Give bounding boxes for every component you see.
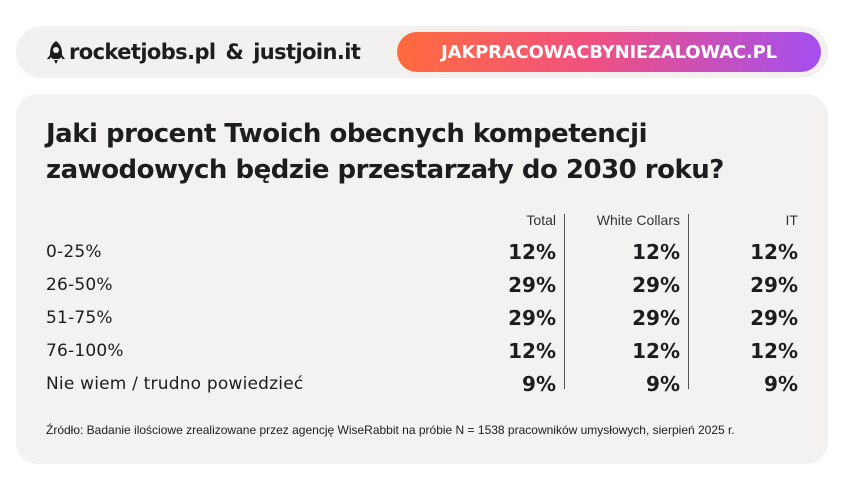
cell-value: 9% xyxy=(646,372,680,396)
cell-value: 29% xyxy=(508,306,556,330)
cell-value: 9% xyxy=(522,372,556,396)
cell-value: 29% xyxy=(750,273,798,297)
brand-justjoin: justjoin.it xyxy=(253,40,361,64)
brand-logos[interactable]: rocketjobs.pl & justjoin.it xyxy=(46,38,361,66)
column-header-it: IT xyxy=(785,212,798,228)
cell-value: 29% xyxy=(632,306,680,330)
row-label: 26-50% xyxy=(46,275,113,295)
cell-value: 12% xyxy=(508,240,556,264)
column-divider xyxy=(564,214,565,389)
column-divider xyxy=(688,214,689,389)
cell-value: 12% xyxy=(632,240,680,264)
cell-value: 12% xyxy=(750,339,798,363)
row-label: 51-75% xyxy=(46,308,113,328)
chart-title: Jaki procent Twoich obecnych kompetencji… xyxy=(46,119,724,185)
row-label: 76-100% xyxy=(46,341,124,361)
brand-ampersand: & xyxy=(225,40,244,64)
cell-value: 12% xyxy=(750,240,798,264)
brand-rocketjobs: rocketjobs.pl xyxy=(69,40,216,64)
rocket-logo-icon xyxy=(47,41,65,64)
cell-value: 9% xyxy=(764,372,798,396)
cell-value: 29% xyxy=(750,306,798,330)
cell-value: 29% xyxy=(632,273,680,297)
url-pill[interactable]: JAKPRACOWACBYNIEZALOWAC.PL xyxy=(397,32,821,72)
cell-value: 12% xyxy=(508,339,556,363)
source-note: Źródło: Badanie ilościowe zrealizowane p… xyxy=(46,423,735,437)
cell-value: 12% xyxy=(632,339,680,363)
url-text: JAKPRACOWACBYNIEZALOWAC.PL xyxy=(441,41,777,63)
survey-card: Jaki procent Twoich obecnych kompetencji… xyxy=(16,94,828,464)
cell-value: 29% xyxy=(508,273,556,297)
row-label: 0-25% xyxy=(46,242,102,262)
column-header-total: Total xyxy=(526,212,556,228)
row-label: Nie wiem / trudno powiedzieć xyxy=(46,374,304,394)
column-header-white-collars: White Collars xyxy=(596,212,680,228)
